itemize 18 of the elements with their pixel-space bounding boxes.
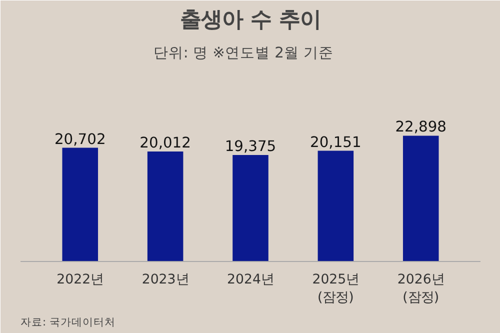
x-tick-label: 2024년 [227, 272, 274, 288]
x-tick-label: 2023년 [142, 272, 189, 288]
text: 자료: 국가데이터처 [20, 316, 116, 328]
bar [318, 150, 354, 262]
data-label: 19,375 [224, 138, 276, 156]
bar [147, 152, 184, 262]
x-tick-label: 2022년 [56, 272, 104, 288]
x-tick-label: 2025년 (잠정) [312, 272, 360, 306]
bar [402, 136, 439, 262]
bar [62, 148, 98, 262]
bar [232, 155, 268, 262]
data-label: 20,702 [54, 130, 106, 148]
chart-subtitle: 단위: 명 ※연도별 2월 기준 [153, 44, 334, 62]
data-label: 20,012 [140, 134, 191, 152]
chart-title: 출생아 수 추이 [180, 8, 321, 32]
data-label: 20,151 [310, 134, 362, 151]
x-tick-label: 2026년 (잠정) [397, 272, 444, 306]
data-label: 22,898 [395, 118, 447, 136]
